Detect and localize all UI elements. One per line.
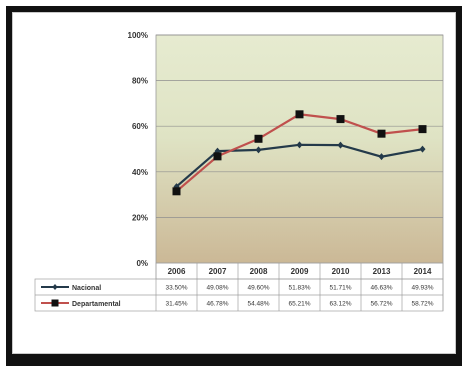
line-chart: 0%20%40%60%80%100% 2006 2007 2008 2009 2010 2…	[34, 31, 444, 312]
data-point	[213, 152, 222, 161]
chart-panel: 0% 20% 40% 60% 80% 100% 2006 2007 2008 2009 2010 2…	[12, 12, 456, 354]
x-tick-label: 2007	[209, 267, 227, 276]
data-label: 46.78%	[206, 301, 228, 308]
data-point	[337, 141, 344, 149]
legend-marker	[52, 284, 58, 290]
data-point	[377, 129, 386, 138]
data-label: 31.45%	[165, 301, 187, 308]
data-label: 33.50%	[165, 285, 187, 292]
data-point	[419, 145, 426, 153]
data-label: 56.72%	[370, 301, 392, 308]
data-label: 65.21%	[288, 301, 310, 308]
y-tick-label: 100%	[128, 31, 148, 40]
x-tick-label: 2009	[291, 267, 309, 276]
y-axis: 0% 20% 40% 60% 80% 100%	[128, 31, 148, 268]
chart-frame: 0% 20% 40% 60% 80% 100% 2006 2007 2008 2009 2010 2…	[6, 6, 462, 366]
data-label: 49.93%	[411, 285, 433, 292]
data-label: 46.63%	[370, 285, 392, 292]
data-label: 54.48%	[247, 301, 269, 308]
plot-area	[155, 34, 444, 264]
y-tick-label: 0%	[136, 259, 148, 268]
x-tick-label: 2010	[332, 267, 350, 276]
series-lines	[172, 110, 427, 196]
data-label: 49.60%	[247, 285, 269, 292]
data-point	[378, 153, 385, 161]
data-label: 58.72%	[411, 301, 433, 308]
grid-lines	[156, 34, 443, 218]
legend-marker	[51, 299, 59, 307]
x-tick-label: 2014	[414, 267, 432, 276]
data-point	[254, 134, 263, 143]
data-label: 51.71%	[329, 285, 351, 292]
data-point	[255, 146, 262, 154]
y-tick-label: 20%	[132, 213, 148, 222]
y-tick-label: 60%	[132, 122, 148, 131]
y-tick-label: 80%	[132, 77, 148, 86]
data-point	[296, 141, 303, 149]
data-point	[172, 187, 181, 196]
legend-label: Nacional	[72, 285, 101, 292]
data-point	[295, 110, 304, 119]
x-tick-label: 2008	[250, 267, 268, 276]
data-label: 49.08%	[206, 285, 228, 292]
data-table: 2006 2007 2008 2009 2010 2013 2014 Nacional 33.5…	[34, 262, 444, 312]
x-tick-label: 2013	[373, 267, 391, 276]
x-tick-label: 2006	[168, 267, 186, 276]
data-point	[418, 125, 427, 134]
data-point	[336, 115, 345, 124]
data-label: 63.12%	[329, 301, 351, 308]
data-label: 51.83%	[288, 285, 310, 292]
y-tick-label: 40%	[132, 168, 148, 177]
legend-label: Departamental	[72, 301, 121, 308]
